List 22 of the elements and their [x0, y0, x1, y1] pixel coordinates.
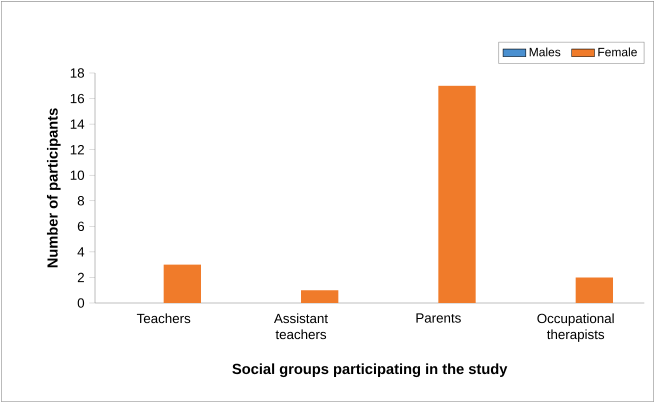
y-tick-label: 8 — [78, 196, 84, 206]
y-tick-label: 12 — [70, 145, 84, 154]
x-tick-label: Teachers — [136, 313, 190, 324]
y-tick-label: 2 — [78, 272, 84, 282]
legend-label: Female — [598, 48, 637, 56]
x-axis-title: Social groups participating in the study — [232, 363, 508, 378]
bar — [576, 277, 614, 303]
x-tick-label: Assistant teachers — [274, 313, 328, 340]
y-tick-label: 18 — [70, 68, 84, 78]
y-axis-title: Number of participants — [46, 108, 61, 268]
y-tick-label: 16 — [70, 94, 84, 104]
y-tick-label: 10 — [70, 170, 84, 180]
bar — [301, 290, 338, 303]
y-tick-label: 4 — [78, 247, 84, 256]
y-tick-label: 6 — [78, 222, 84, 232]
x-tick-label: Occupational therapists — [537, 313, 614, 342]
x-tick-label: Parents — [416, 313, 461, 323]
y-tick-label: 0 — [78, 298, 84, 308]
bar — [164, 264, 202, 303]
bar — [438, 86, 476, 303]
legend-label: Males — [530, 48, 560, 56]
y-tick-label: 14 — [70, 120, 84, 129]
